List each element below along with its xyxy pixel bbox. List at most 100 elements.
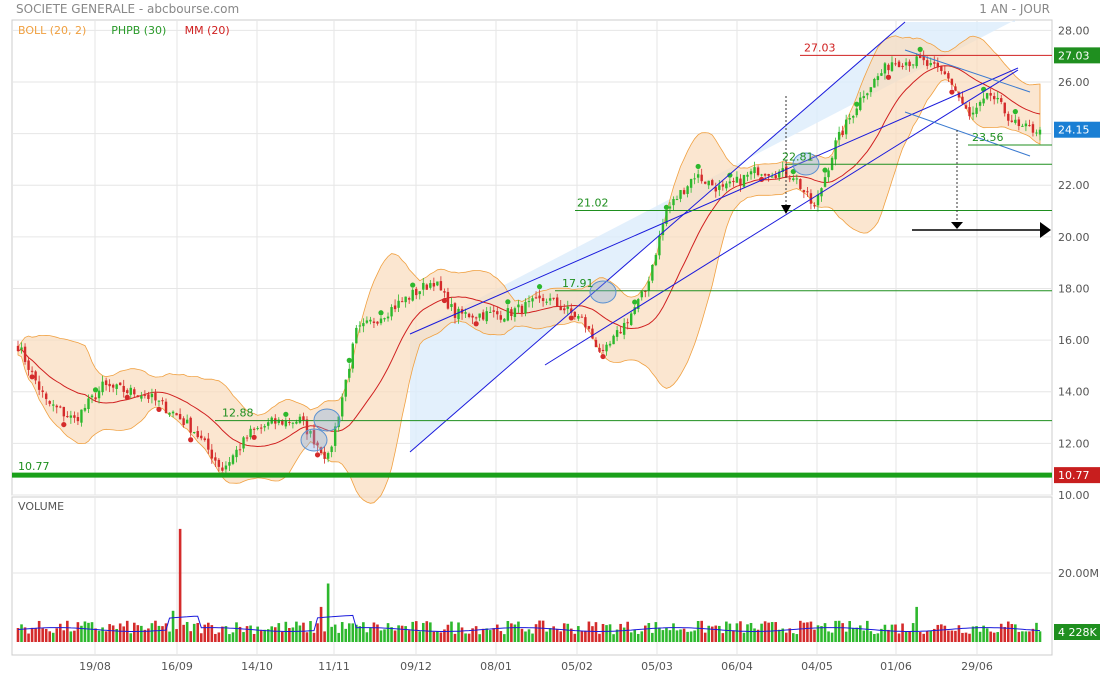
badge: [1054, 47, 1100, 64]
volume-bar: [901, 623, 904, 642]
volume-bar: [619, 623, 622, 642]
candle-body: [383, 318, 386, 320]
volume-title: VOLUME: [18, 500, 64, 513]
volume-bar: [753, 628, 756, 642]
candle-body: [464, 312, 467, 314]
volume-bar: [189, 631, 192, 642]
candle-body: [48, 401, 51, 404]
volume-bar: [457, 622, 460, 642]
candle-body: [52, 404, 55, 406]
candle-body: [59, 406, 62, 408]
candle-body: [739, 178, 742, 186]
volume-bar: [66, 620, 69, 642]
volume-bar: [235, 622, 238, 642]
candle-body: [651, 265, 654, 281]
period-label: 1 AN - JOUR: [979, 2, 1050, 16]
candle-body: [411, 289, 414, 301]
volume-bar: [171, 610, 175, 642]
volume-bar: [929, 630, 933, 642]
candle-body: [207, 438, 210, 450]
candle-body: [34, 371, 37, 381]
volume-bar: [591, 626, 594, 642]
volume-bar: [594, 622, 598, 642]
volume-bar: [862, 630, 866, 642]
volume-bar: [23, 627, 27, 642]
volume-bar: [400, 625, 404, 642]
candle-body: [760, 174, 763, 176]
candle-body: [369, 319, 372, 322]
pivot-point: [632, 299, 638, 305]
candle-body: [83, 407, 87, 411]
candle-body: [351, 343, 354, 369]
candle-body: [707, 180, 710, 186]
candle-body: [80, 409, 83, 423]
candle-body: [862, 96, 865, 99]
volume-bar: [298, 625, 302, 642]
candle-body: [834, 140, 837, 160]
candle-body: [718, 185, 721, 190]
candle-body: [126, 390, 129, 394]
candle-body: [309, 430, 312, 434]
volume-bar: [393, 630, 397, 642]
price-badge-text: 27.03: [1058, 49, 1090, 62]
volume-bar: [806, 622, 809, 642]
volume-bar: [908, 631, 911, 642]
volume-bar: [629, 632, 633, 642]
volume-bar: [940, 624, 943, 642]
candle-body: [770, 176, 774, 178]
candle-body: [295, 421, 298, 424]
candle-body: [97, 390, 101, 399]
channel-mid-line: [409, 67, 1019, 335]
volume-bar: [689, 631, 693, 642]
volume-bar: [270, 626, 274, 642]
candle-body: [763, 173, 767, 176]
pivot-point: [727, 172, 733, 178]
candle-body: [425, 284, 428, 290]
volume-bar: [344, 628, 348, 642]
candle-body: [943, 71, 947, 75]
volume-bar: [633, 629, 637, 642]
volume-bar: [1006, 621, 1010, 642]
pivot-point: [156, 406, 162, 412]
candle-body: [481, 312, 485, 320]
candle-body: [478, 313, 481, 318]
candle-body: [605, 344, 608, 352]
volume-bar: [707, 625, 711, 642]
volume-bar: [894, 624, 897, 642]
volume-bar: [781, 628, 785, 642]
candle-body: [682, 190, 686, 194]
candle-body: [978, 102, 982, 106]
candle-body: [563, 308, 566, 311]
volume-bar: [1014, 624, 1017, 642]
volume-bar: [140, 625, 143, 642]
volume-bar: [880, 628, 883, 642]
volume-bar: [302, 622, 305, 642]
volume-bar: [312, 632, 316, 642]
volume-bar: [714, 625, 718, 642]
volume-bar: [1010, 624, 1014, 642]
candle-body: [696, 174, 700, 178]
volume-bar: [640, 631, 644, 642]
candle-body: [312, 430, 316, 445]
pivot-point: [568, 315, 574, 321]
pivot-point: [822, 167, 828, 173]
candle-body: [612, 335, 615, 345]
volume-bar: [710, 626, 714, 642]
candle-body: [852, 116, 855, 118]
candle-body: [675, 199, 679, 201]
volume-bar: [573, 633, 577, 642]
candle-body: [996, 97, 999, 100]
candle-body: [386, 316, 390, 319]
volume-bar: [989, 631, 992, 642]
candle-body: [742, 174, 746, 187]
candle-body: [316, 442, 319, 446]
candle-body: [147, 394, 150, 399]
volume-bar: [767, 622, 770, 642]
volume-bar: [122, 626, 126, 642]
volume-bar: [429, 622, 432, 642]
volume-bar: [855, 627, 859, 642]
candle-body: [704, 181, 707, 184]
pivot-point: [949, 89, 955, 95]
volume-bar: [358, 626, 362, 642]
